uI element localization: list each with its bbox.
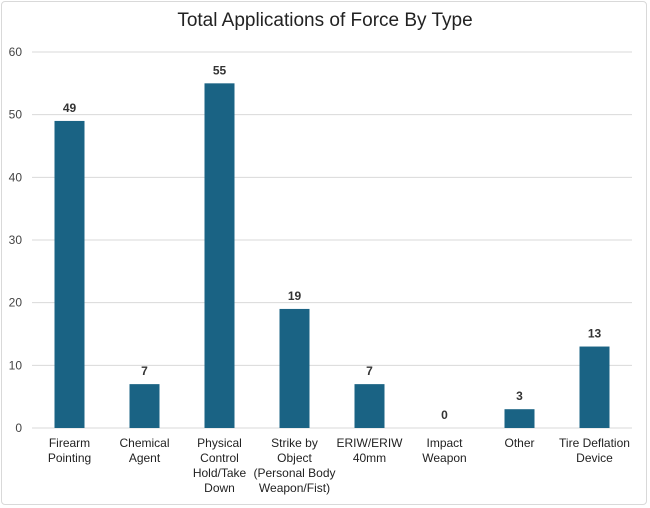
data-label: 19 <box>288 289 302 303</box>
bar <box>204 83 235 428</box>
bar <box>129 384 160 428</box>
gridlines <box>32 51 632 429</box>
chart-title: Total Applications of Force By Type <box>177 10 473 31</box>
category-label: Chemical Agent <box>119 436 169 465</box>
data-label: 49 <box>63 101 77 115</box>
category-label: Strike by Object (Personal Body Weapon/Fist… <box>253 436 335 495</box>
category-label: Impact Weapon <box>422 436 466 465</box>
category-label: Other <box>504 436 534 450</box>
y-tick-label: 60 <box>9 45 23 59</box>
bar <box>579 346 610 428</box>
data-label: 0 <box>441 408 448 422</box>
category-label: ERIW/ERIW 40mm <box>337 436 404 465</box>
y-tick-label: 0 <box>15 421 22 435</box>
bar <box>279 308 310 428</box>
y-tick-label: 50 <box>9 108 23 122</box>
data-label: 7 <box>141 364 148 378</box>
data-label: 3 <box>516 389 523 403</box>
y-axis-ticks: 0 10 20 30 40 50 60 <box>9 45 23 435</box>
category-labels: Firearm Pointing Chemical Agent Physical Cont… <box>48 436 630 495</box>
data-labels: 49 7 55 19 7 0 3 13 <box>63 63 602 422</box>
bar <box>504 409 535 428</box>
category-label: Firearm Pointing <box>48 436 91 465</box>
y-tick-label: 10 <box>9 358 23 372</box>
bar <box>54 120 85 428</box>
data-label: 55 <box>213 63 227 77</box>
y-tick-label: 20 <box>9 296 23 310</box>
y-tick-label: 40 <box>9 170 23 184</box>
data-label: 7 <box>366 364 373 378</box>
bars <box>54 83 610 428</box>
data-label: 13 <box>588 327 602 341</box>
bar <box>354 384 385 428</box>
category-label: Tire Deflation Device <box>559 436 630 465</box>
category-label: Physical Control Hold/Take Down <box>193 436 247 495</box>
y-tick-label: 30 <box>9 233 23 247</box>
